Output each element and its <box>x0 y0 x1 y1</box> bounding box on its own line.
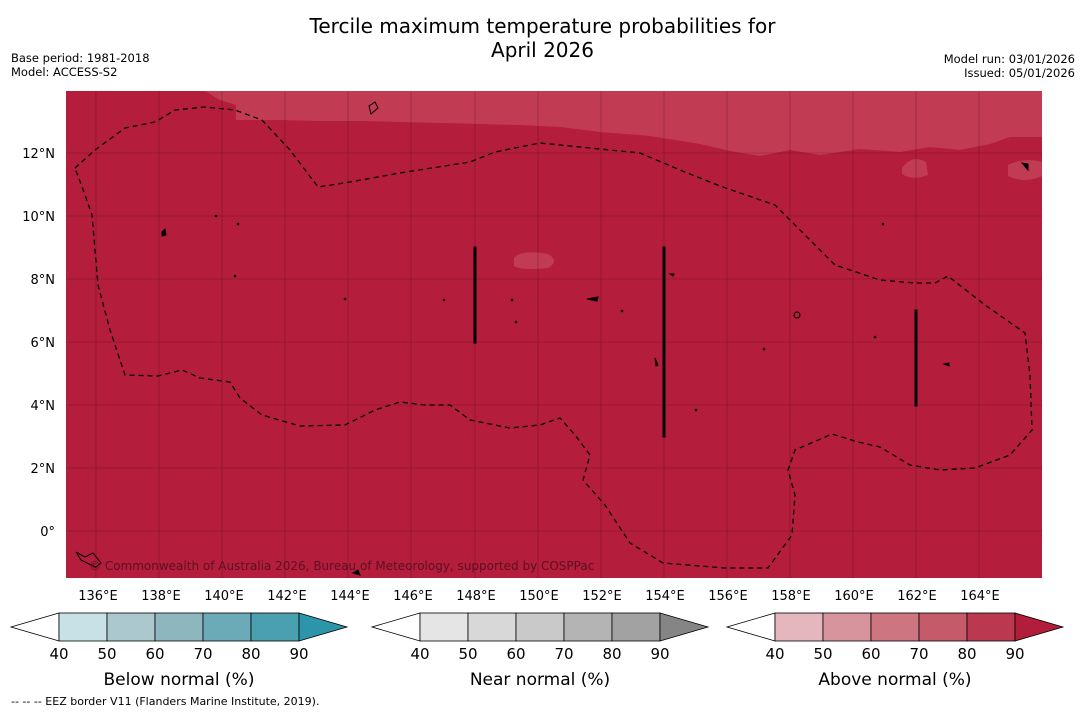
model-run: Model run: 03/01/2026 <box>943 52 1075 66</box>
colorbar-segment <box>467 612 517 642</box>
colorbar-segment <box>870 612 920 642</box>
lon-label: 142°E <box>267 589 307 604</box>
colorbar-title: Near normal (%) <box>470 670 610 690</box>
model-info: Base period: 1981-2018 Model: ACCESS-S2 <box>11 51 150 79</box>
issued-date: Issued: 05/01/2026 <box>964 66 1075 80</box>
colorbar-segment <box>822 612 872 642</box>
lon-label: 148°E <box>456 589 496 604</box>
colorbar-tick: 90 <box>289 645 308 663</box>
colorbar-near-normal: 40 50 60 70 80 90 Near normal (%) <box>370 612 710 690</box>
colorbar-tick: 70 <box>554 645 573 663</box>
colorbar-segment <box>419 612 469 642</box>
map-title: Tercile maximum temperature probabilitie… <box>0 14 1085 62</box>
map-area <box>66 91 1042 578</box>
colorbar-tick: 50 <box>813 645 832 663</box>
colorbar-tick: 40 <box>410 645 429 663</box>
eez-border <box>74 106 1033 569</box>
probability-patch-east <box>1008 160 1042 180</box>
colorbar-tick: 80 <box>602 645 621 663</box>
probability-patch-east-small <box>902 159 928 178</box>
colorbar-segment <box>1014 612 1065 642</box>
colorbar-tick: 50 <box>458 645 477 663</box>
lon-label: 156°E <box>708 589 748 604</box>
lon-label: 158°E <box>771 589 811 604</box>
colorbar-tick: 40 <box>765 645 784 663</box>
colorbar-segment <box>106 612 156 642</box>
land-islands <box>75 101 1029 576</box>
lat-label: 10°N <box>22 210 55 225</box>
title-line-1: Tercile maximum temperature probabilitie… <box>309 14 776 38</box>
lon-label: 154°E <box>645 589 685 604</box>
colorbar-segment <box>370 612 421 642</box>
lat-label: 2°N <box>31 462 56 477</box>
colorbar-tick: 80 <box>957 645 976 663</box>
lat-label: 12°N <box>22 147 55 162</box>
colorbar-above-normal: 40 50 60 70 80 90 Above normal (%) <box>725 612 1065 690</box>
colorbar-tick: 90 <box>1005 645 1024 663</box>
lat-label: 0° <box>40 525 55 540</box>
lat-label: 8°N <box>31 273 56 288</box>
longitude-labels: 136°E 138°E 140°E 142°E 144°E 146°E 148°… <box>78 589 1000 604</box>
lon-label: 150°E <box>519 589 559 604</box>
lat-label: 6°N <box>31 336 56 351</box>
lon-label: 138°E <box>141 589 181 604</box>
colorbar-tick: 80 <box>241 645 260 663</box>
colorbar-segment <box>298 612 349 642</box>
colorbar-tick: 70 <box>193 645 212 663</box>
colorbar-tick: 40 <box>49 645 68 663</box>
colorbar-tick: 60 <box>145 645 164 663</box>
colorbar-segment <box>659 612 710 642</box>
lat-label: 4°N <box>31 399 56 414</box>
colorbar-segment <box>966 612 1016 642</box>
colorbar-segment <box>9 612 60 642</box>
run-info: Model run: 03/01/2026 Issued: 05/01/2026 <box>944 52 1075 80</box>
colorbar-segment <box>611 612 661 642</box>
graticule <box>66 91 1042 578</box>
title-line-2: April 2026 <box>491 38 594 62</box>
colorbar-segment <box>58 612 108 642</box>
lon-label: 160°E <box>834 589 874 604</box>
colorbar-segment <box>563 612 613 642</box>
colorbar-tick: 60 <box>506 645 525 663</box>
colorbar-tick: 70 <box>909 645 928 663</box>
copyright-notice: © Commonwealth of Australia 2026, Bureau… <box>89 559 594 573</box>
lon-label: 146°E <box>393 589 433 604</box>
colorbar-segment <box>774 612 824 642</box>
colorbar-segment <box>250 612 300 642</box>
colorbar-segment <box>154 612 204 642</box>
eez-footnote: -- -- -- EEZ border V11 (Flanders Marine… <box>11 695 320 708</box>
colorbar-below-normal: 40 50 60 70 80 90 Below normal (%) <box>9 612 349 690</box>
lon-label: 144°E <box>330 589 370 604</box>
colorbar-tick: 90 <box>650 645 669 663</box>
colorbar-title: Below normal (%) <box>104 670 255 690</box>
probability-band-70-80 <box>205 91 1042 156</box>
colorbar-segment <box>725 612 776 642</box>
lon-label: 140°E <box>204 589 244 604</box>
base-period: Base period: 1981-2018 <box>11 51 150 65</box>
lon-label: 136°E <box>78 589 118 604</box>
colorbar-tick: 50 <box>97 645 116 663</box>
latitude-labels: 12°N 10°N 8°N 6°N 4°N 2°N 0° <box>22 147 55 540</box>
colorbar-tick: 60 <box>861 645 880 663</box>
colorbar-title: Above normal (%) <box>818 670 971 690</box>
lon-label: 152°E <box>582 589 622 604</box>
colorbar-segment <box>515 612 565 642</box>
model-name: Model: ACCESS-S2 <box>11 65 118 79</box>
colorbar-segment <box>202 612 252 642</box>
colorbar-segment <box>918 612 968 642</box>
probability-patch-center <box>514 252 554 270</box>
lon-label: 164°E <box>960 589 1000 604</box>
lon-label: 162°E <box>897 589 937 604</box>
